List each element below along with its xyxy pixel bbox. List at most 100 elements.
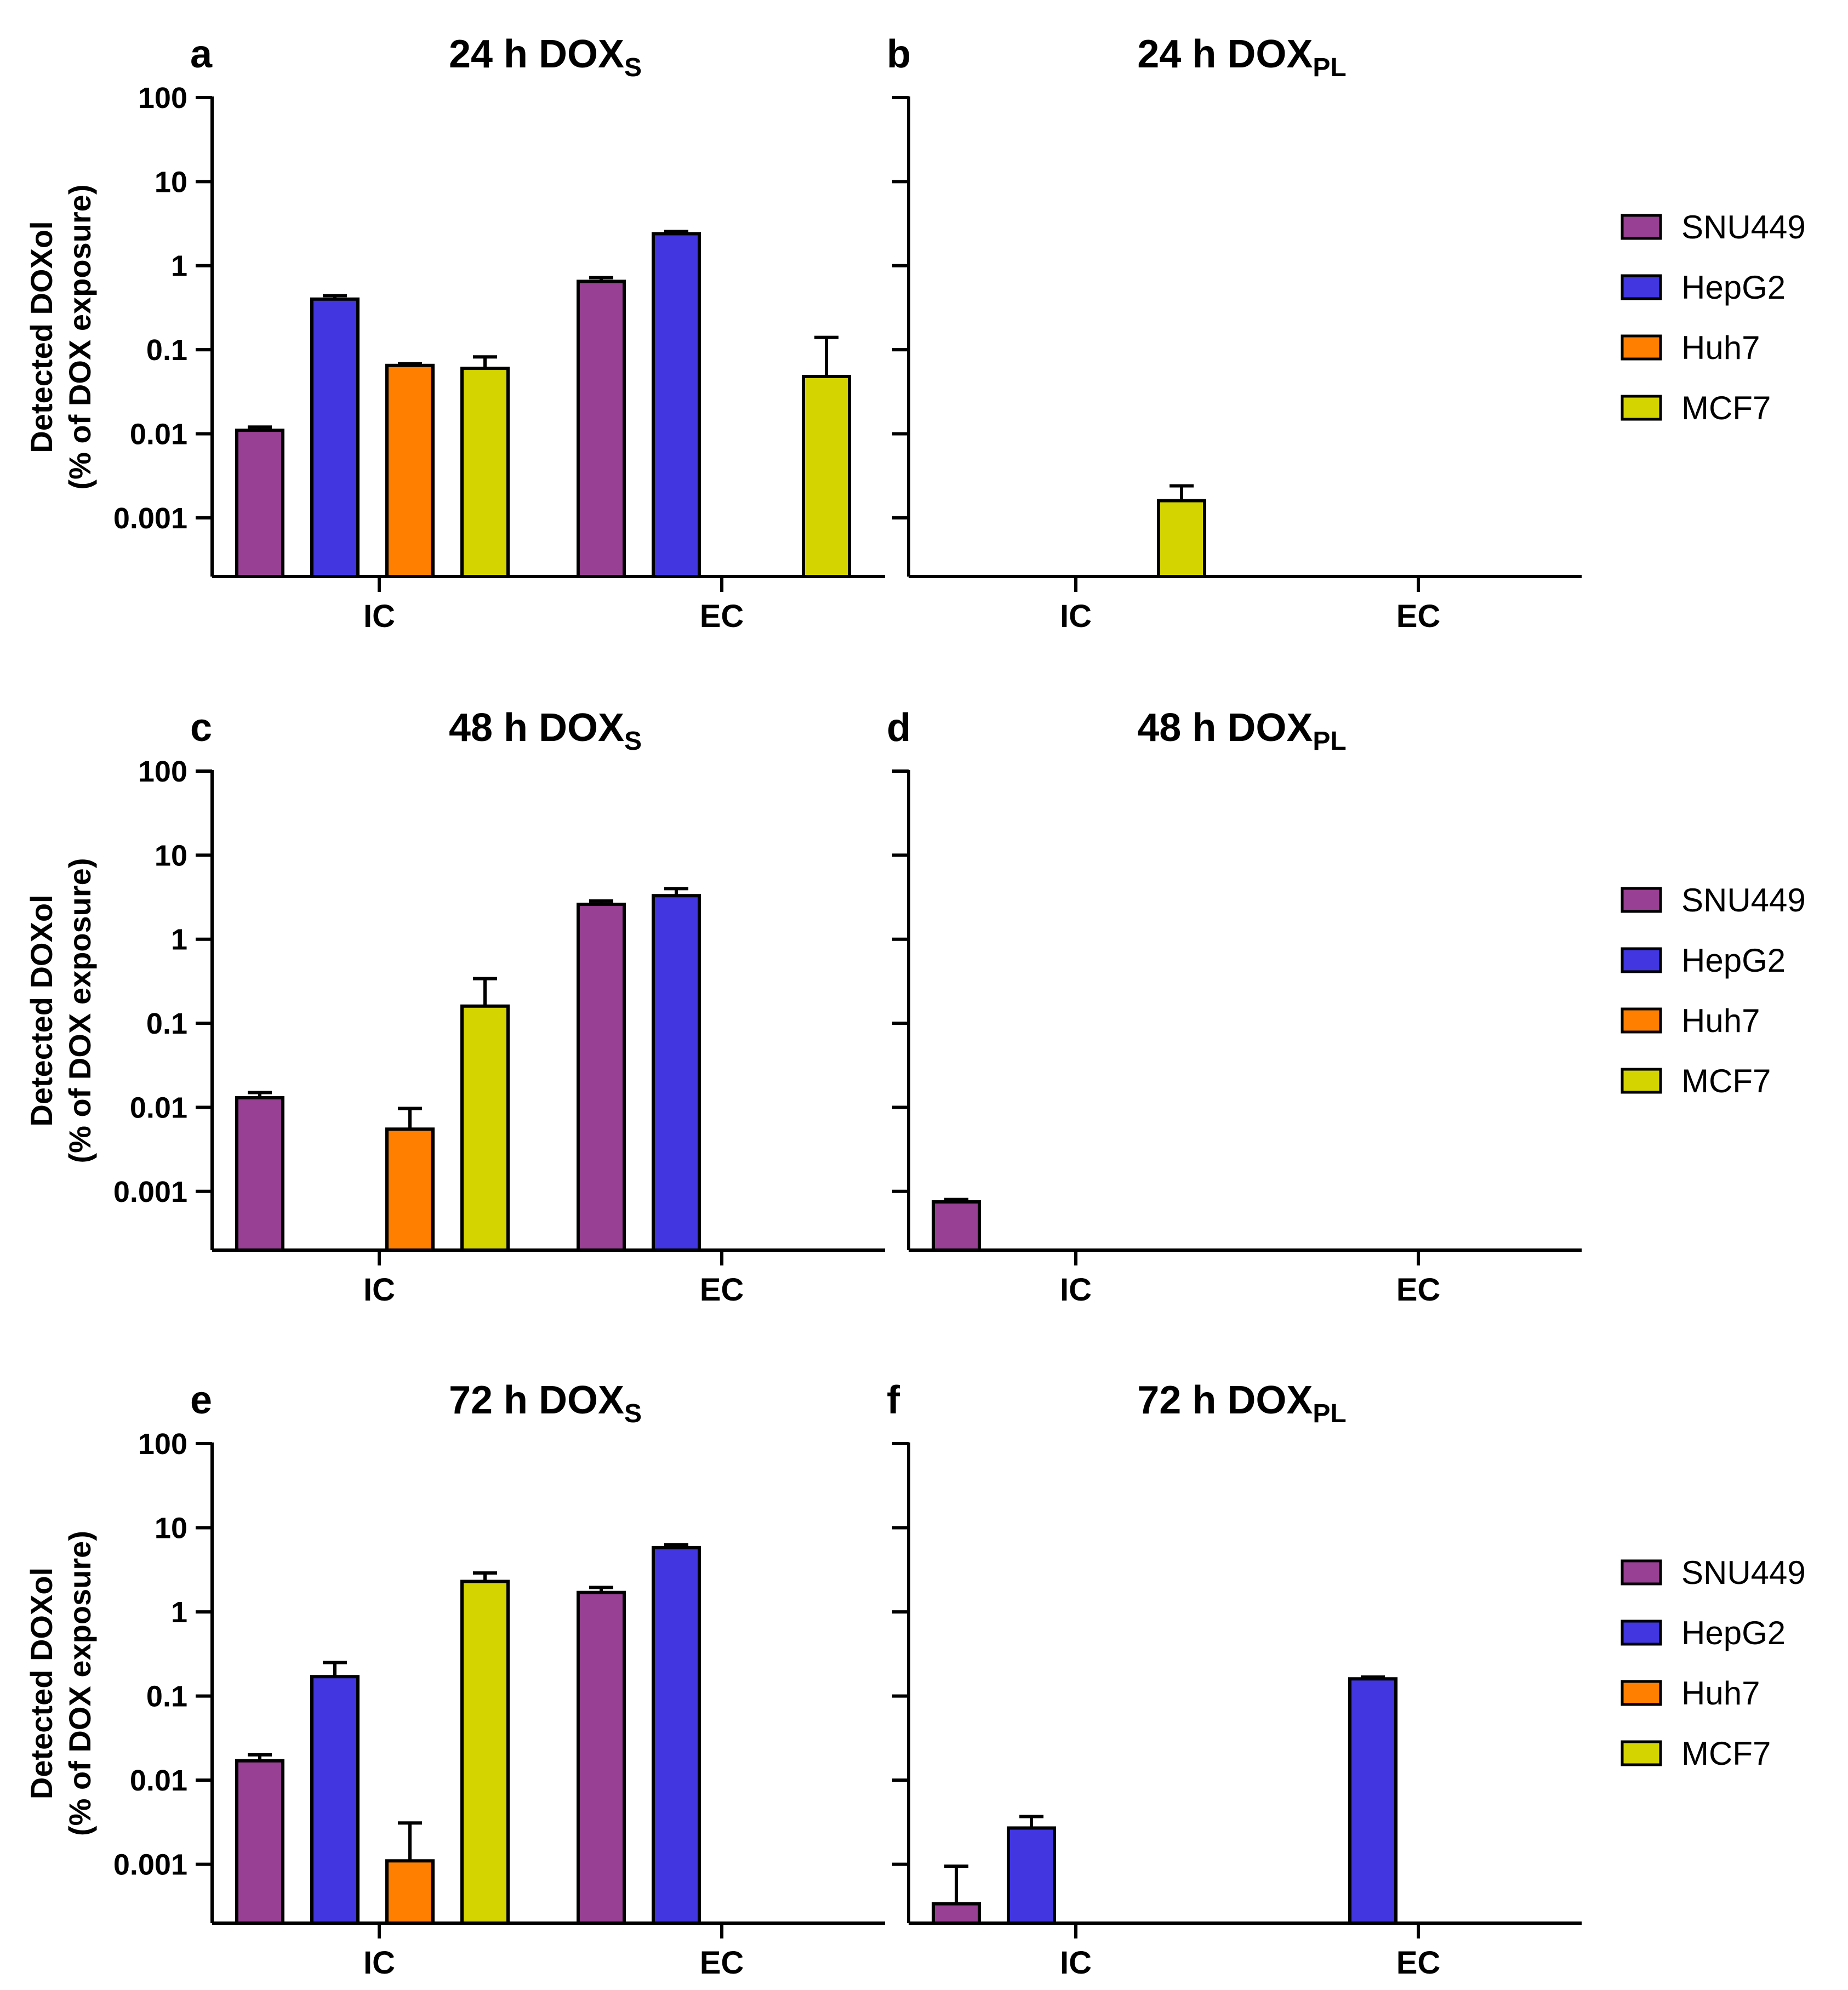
bar-huh7-ic	[385, 363, 435, 579]
panel-title-main: 72 h DOX	[1137, 1378, 1313, 1422]
bar-mcf7-ic	[460, 1004, 510, 1252]
y-axis-label-line2: (% of DOX exposure)	[62, 858, 97, 1164]
panel-letter: d	[887, 706, 911, 750]
panel-title-subscript: S	[624, 1399, 642, 1428]
x-category-label: IC	[1060, 1945, 1092, 1981]
legend: SNU449 HepG2 Huh7 MCF7	[1621, 1554, 1806, 1772]
bar-hepg2-ic	[310, 1675, 360, 1925]
y-tick-label: 10	[155, 166, 187, 198]
x-category-label: EC	[700, 1945, 744, 1981]
panel-title-subscript: S	[624, 727, 642, 756]
panel-b: b 24 h DOXPL IC EC	[887, 32, 1582, 634]
y-axis-label-line2: (% of DOX exposure)	[62, 1531, 97, 1836]
bar-hepg2-ec	[652, 1546, 701, 1925]
bar-huh7-ic	[385, 1127, 435, 1252]
bar-snu449-ic	[235, 429, 284, 578]
bar-hepg2-ec	[652, 894, 701, 1252]
legend-swatch-hepg2	[1621, 1620, 1662, 1646]
y-tick-label: 100	[138, 755, 187, 788]
x-category-label: IC	[363, 1272, 395, 1308]
legend: SNU449 HepG2 Huh7 MCF7	[1621, 209, 1806, 426]
bar-mcf7-ic	[1157, 499, 1206, 578]
legend-swatch-huh7	[1621, 334, 1662, 361]
panel-title-main: 48 h DOX	[1137, 706, 1313, 750]
legend-swatch-mcf7	[1621, 395, 1662, 421]
y-tick-label: 1	[171, 250, 187, 283]
bar-hepg2-ic	[1007, 1826, 1056, 1925]
y-axis-label-line1: Detected DOXol	[24, 221, 59, 453]
panel-title-subscript: PL	[1313, 727, 1346, 756]
panel-letter: f	[887, 1378, 900, 1422]
x-category-label: EC	[700, 598, 744, 634]
bar-snu449-ec	[577, 1590, 626, 1925]
legend: SNU449 HepG2 Huh7 MCF7	[1621, 882, 1806, 1099]
y-axis-label-line1: Detected DOXol	[24, 894, 59, 1126]
bar-huh7-ic	[385, 1859, 435, 1925]
panel-letter: c	[190, 706, 212, 750]
legend-swatch-hepg2	[1621, 274, 1662, 300]
legend-label-mcf7: MCF7	[1681, 1063, 1771, 1099]
panel-d: d 48 h DOXPL IC EC	[887, 706, 1582, 1308]
legend-swatch-huh7	[1621, 1007, 1662, 1034]
panel-letter: b	[887, 32, 911, 76]
y-tick-label: 0.01	[130, 418, 187, 451]
panel-title: 24 h DOXS	[449, 32, 642, 82]
bar-snu449-ec	[577, 903, 626, 1252]
x-category-label: IC	[363, 1945, 395, 1981]
legend-label-hepg2: HepG2	[1681, 1615, 1786, 1651]
y-tick-label: 1	[171, 1596, 187, 1629]
y-tick-label: 0.01	[130, 1091, 187, 1124]
panel-title-subscript: PL	[1313, 1399, 1346, 1428]
bar-mcf7-ec	[802, 374, 851, 578]
panel-title-main: 24 h DOX	[1137, 32, 1313, 76]
x-category-label: EC	[1396, 598, 1441, 634]
bar-snu449-ic	[932, 1200, 981, 1252]
panel-title-subscript: PL	[1313, 53, 1346, 82]
bar-snu449-ic	[932, 1902, 981, 1925]
bar-mcf7-ic	[460, 1580, 510, 1925]
legend-label-huh7: Huh7	[1681, 1002, 1760, 1039]
y-tick-label: 1	[171, 923, 187, 956]
bar-hepg2-ec	[652, 232, 701, 579]
legend-label-huh7: Huh7	[1681, 329, 1760, 366]
y-tick-label: 100	[138, 82, 187, 115]
panel-title-main: 24 h DOX	[449, 32, 624, 76]
panel-letter: a	[190, 32, 213, 76]
legend-label-hepg2: HepG2	[1681, 269, 1786, 306]
panel-f: f 72 h DOXPL IC EC	[887, 1378, 1582, 1981]
y-tick-label: 10	[155, 1512, 187, 1545]
panel-title: 48 h DOXPL	[1137, 706, 1346, 756]
y-tick-label: 100	[138, 1428, 187, 1461]
x-category-label: EC	[1396, 1272, 1441, 1308]
bar-snu449-ec	[577, 280, 626, 578]
legend-label-mcf7: MCF7	[1681, 390, 1771, 426]
legend-label-snu449: SNU449	[1681, 209, 1806, 246]
legend-label-snu449: SNU449	[1681, 1554, 1806, 1591]
legend-swatch-hepg2	[1621, 947, 1662, 973]
legend-swatch-snu449	[1621, 1559, 1662, 1586]
y-tick-label: 0.001	[113, 1176, 187, 1208]
legend-swatch-huh7	[1621, 1680, 1662, 1706]
legend-area: SNU449HepG2Huh7MCF7SNU449HepG2Huh7MCF7SN…	[1621, 209, 1806, 1772]
legend-swatch-mcf7	[1621, 1740, 1662, 1766]
legend-swatch-snu449	[1621, 887, 1662, 913]
panel-letter: e	[190, 1378, 212, 1422]
bar-hepg2-ec	[1348, 1677, 1398, 1925]
panel-title: 48 h DOXS	[449, 706, 642, 756]
y-axis-label-line2: (% of DOX exposure)	[62, 185, 97, 490]
y-tick-label: 0.01	[130, 1764, 187, 1797]
x-category-label: IC	[1060, 1272, 1092, 1308]
legend-label-mcf7: MCF7	[1681, 1735, 1771, 1772]
panel-title-subscript: S	[624, 53, 642, 82]
panel-a: a 24 h DOXS 0.001 0.01 0.1 1 10 100 IC EC Detected…	[24, 32, 885, 634]
x-category-label: IC	[1060, 598, 1092, 634]
bar-hepg2-ic	[310, 297, 360, 579]
y-tick-label: 0.001	[113, 502, 187, 535]
bar-snu449-ic	[235, 1096, 284, 1252]
legend-label-snu449: SNU449	[1681, 882, 1806, 919]
panel-title: 72 h DOXS	[449, 1378, 642, 1428]
y-axis-label-line1: Detected DOXol	[24, 1567, 59, 1799]
legend-swatch-mcf7	[1621, 1068, 1662, 1094]
